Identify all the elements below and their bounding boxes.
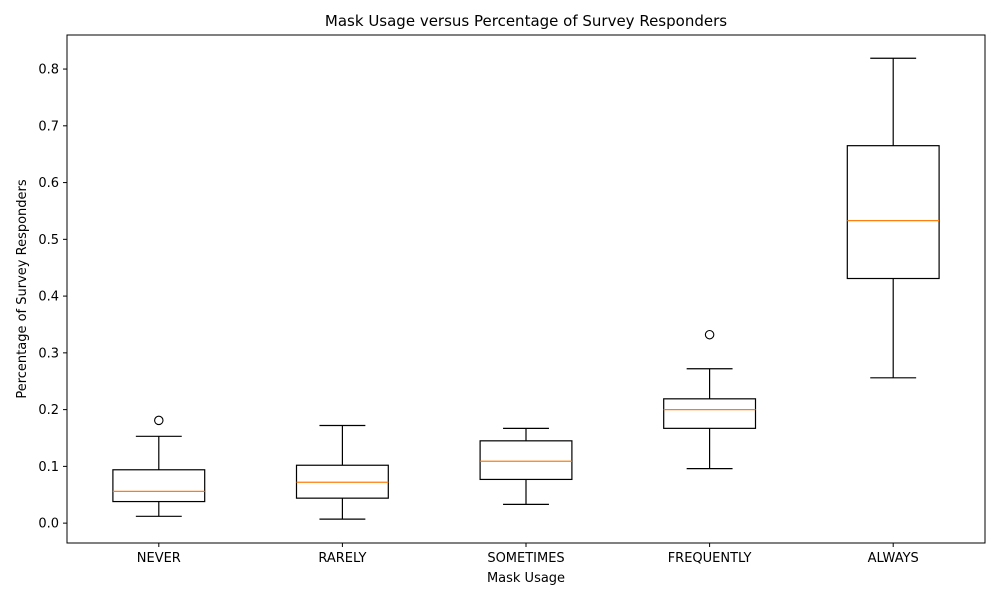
y-tick-label: 0.0 [38,517,59,532]
y-axis-label: Percentage of Survey Responders [15,179,30,399]
x-tick-label: ALWAYS [868,551,919,566]
box-group-sometimes [479,427,573,506]
box-group-always [846,57,940,379]
box-group-never [112,415,206,517]
y-tick-label: 0.8 [38,63,59,78]
y-tick-label: 0.1 [38,460,59,475]
x-axis-label: Mask Usage [487,571,565,586]
box-group-frequently [663,329,757,470]
outlier-point [154,415,164,426]
y-tick-label: 0.3 [38,346,59,361]
iqr-box [479,440,573,481]
iqr-box [846,145,940,280]
plot-frame [66,34,986,544]
iqr-box [112,469,206,503]
x-axis: NEVER RARELY SOMETIMES FREQUENTLY ALWAYS [137,543,919,566]
y-tick-label: 0.7 [38,119,59,134]
plot-area [112,57,940,520]
box-group-rarely [295,424,389,520]
x-tick-label: NEVER [137,551,181,566]
y-tick-label: 0.6 [38,176,59,191]
iqr-box [663,398,757,429]
x-tick-label: RARELY [318,551,366,566]
outlier-point [704,329,715,340]
y-tick-label: 0.2 [38,403,59,418]
chart-title: Mask Usage versus Percentage of Survey R… [325,12,727,30]
y-tick-label: 0.4 [38,290,59,305]
y-axis: 0.0 0.1 0.2 0.3 0.4 0.5 0.6 0.7 0.8 [38,63,67,532]
x-tick-label: SOMETIMES [487,551,564,566]
y-tick-label: 0.5 [38,233,59,248]
x-tick-label: FREQUENTLY [668,551,752,566]
